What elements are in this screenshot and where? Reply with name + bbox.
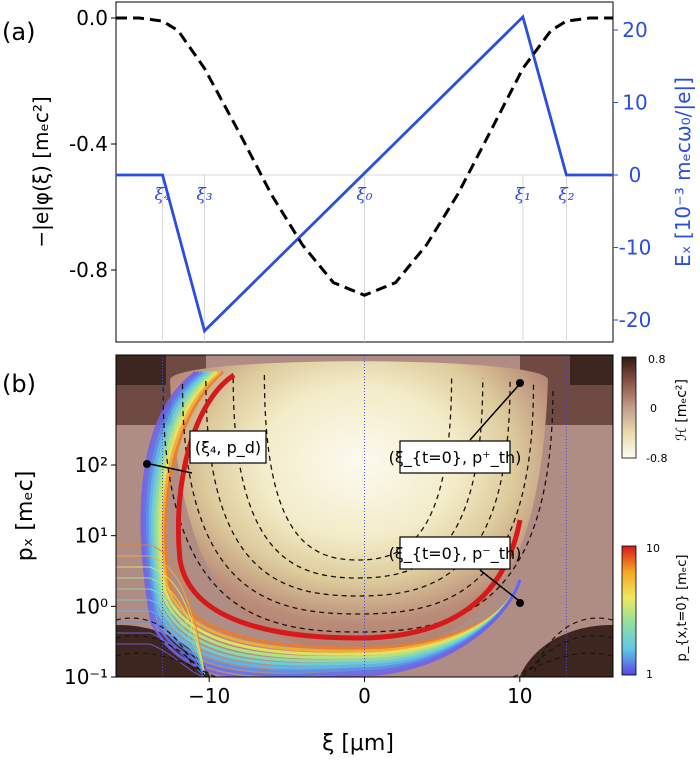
corner-bottom-right [519, 625, 613, 677]
annotation-xi4-pd: (ξ₄, p_d) [195, 438, 261, 458]
fan-line-6 [116, 610, 206, 677]
xi-label-0: ξ₄ [155, 185, 171, 205]
trajectory-9 [140, 370, 522, 677]
left-tick-label-2: -0.8 [69, 258, 108, 282]
potential-line [116, 16, 613, 297]
x-tick-label-1: 0 [358, 684, 371, 708]
xi-label-4: ξ₂ [558, 185, 574, 205]
panel-a-plot: 0.0 -0.4 -0.8 20 10 0 -10 -20 ξ₄ ξ₃ ξ₀ ξ₁ ξ₂ −|e|φ… [29, 1, 695, 343]
colorbar-p-tick-bottom: 1 [646, 668, 653, 681]
corner-top-right-dark [570, 355, 613, 385]
annotation-pth-plus: (ξ_{t=0}, p⁺_th) [389, 448, 522, 468]
corner-contour-0-0 [116, 617, 197, 677]
y-tick-label-0: 10⁻¹ [64, 665, 108, 689]
contour-3 [181, 383, 535, 615]
colorbar-h-tick-bottom: -0.8 [646, 452, 667, 465]
arrow-xi4-pd [149, 463, 193, 474]
right-tick-label-2: 0 [629, 163, 642, 187]
colorbar-initial-momentum: 10 1 p_{x,t=0} [mₑc] [621, 542, 690, 681]
annotations: (ξ₄, p_d) (ξ_{t=0}, p⁺_th) (ξ_{t=0}, p⁻_… [143, 379, 524, 607]
annotation-box-pth-minus [399, 536, 511, 570]
separatrix-curve [175, 372, 523, 641]
corner-top-left-dark [116, 355, 166, 385]
point-pth-plus [516, 379, 524, 387]
y-axis-ticks: 10⁻¹ 10⁰ 10¹ 10² [64, 453, 116, 689]
xi-label-3: ξ₁ [515, 185, 531, 205]
x-axis-ticks: −10 0 10 [188, 677, 533, 708]
colorbar-p-tick-top: 10 [646, 542, 660, 555]
fan-line-5 [116, 599, 206, 677]
fan-line-1 [116, 555, 206, 677]
left-axis-ticks: 0.0 -0.4 -0.8 [69, 6, 116, 282]
trajectory-0 [163, 370, 522, 650]
left-axis-label: −|e|φ(ξ) [mₑc²] [29, 96, 53, 247]
corner-contour-0-2 [116, 652, 217, 677]
corner-contour-1-0 [532, 617, 613, 677]
electric-field-line [116, 14, 613, 334]
panel-a-label: (a) [2, 18, 35, 46]
initial-momentum-band [116, 370, 522, 677]
annotation-box-xi4-pd [189, 430, 267, 464]
left-tick-label-1: -0.4 [69, 132, 108, 156]
x-tick-label-0: −10 [188, 684, 230, 708]
fan-line-2 [116, 566, 206, 677]
right-tick-label-3: -10 [619, 236, 652, 260]
hamiltonian-contours [116, 374, 613, 677]
right-axis-ticks: 20 10 0 -10 -20 [613, 18, 651, 332]
left-tick-label-0: 0.0 [76, 6, 108, 30]
right-axis-label: Eₓ [10⁻³ mₑcω₀/|e|] [671, 77, 695, 267]
y-tick-label-1: 10⁰ [75, 594, 108, 618]
colorbar-p-gradient [621, 545, 637, 676]
x-tick-label-2: 10 [507, 684, 532, 708]
fan-line-7 [116, 621, 206, 677]
colorbar-hamiltonian: 0.8 0 -0.8 ℋ [mₑc²] [621, 353, 690, 465]
arrow-pth-minus [479, 569, 519, 601]
right-tick-label-1: 10 [622, 91, 647, 115]
y-tick-label-2: 10¹ [75, 524, 108, 548]
right-tick-label-0: 20 [622, 18, 647, 42]
corner-contour-1-2 [512, 652, 613, 677]
colorbar-h-label: ℋ [mₑc²] [674, 379, 690, 441]
point-pth-minus [516, 599, 524, 607]
arrow-pth-plus [469, 385, 519, 441]
colorbar-p-label: p_{x,t=0} [mₑc] [675, 555, 690, 662]
contour-2 [205, 380, 511, 597]
trajectory-3 [156, 370, 522, 659]
colorbar-h-tick-mid: 0 [650, 402, 657, 415]
annotation-pth-minus: (ξ_{t=0}, p⁻_th) [389, 544, 522, 564]
xi-label-1: ξ₃ [196, 185, 212, 205]
fan-line-4 [116, 588, 206, 677]
xi-marker-labels: ξ₄ ξ₃ ξ₀ ξ₁ ξ₂ [155, 185, 575, 205]
x-axis-label: ξ [μm] [322, 731, 394, 756]
xi-label-2: ξ₀ [356, 185, 372, 205]
right-tick-label-4: -20 [619, 308, 652, 332]
contour-4 [162, 386, 554, 633]
trajectory-1 [161, 370, 522, 653]
point-xi4-pd [143, 460, 151, 468]
contour-0 [263, 374, 453, 561]
panel-b-label: (b) [2, 370, 36, 398]
colorbar-h-tick-top: 0.8 [648, 353, 666, 366]
colorbar-h-gradient [621, 356, 637, 459]
y-tick-label-3: 10² [75, 453, 108, 477]
fan-line-3 [116, 577, 206, 677]
trajectory-2 [158, 370, 522, 656]
y-axis-label: pₓ [mₑc] [13, 471, 38, 562]
annotation-box-pth-plus [399, 440, 511, 474]
contour-1 [232, 377, 484, 579]
fan-line-0 [116, 544, 206, 677]
panel-b-plot: −10 0 10 10⁻¹ 10⁰ 10¹ 10² ξ [μm] pₓ [mₑc] (ξ₄… [13, 354, 614, 756]
